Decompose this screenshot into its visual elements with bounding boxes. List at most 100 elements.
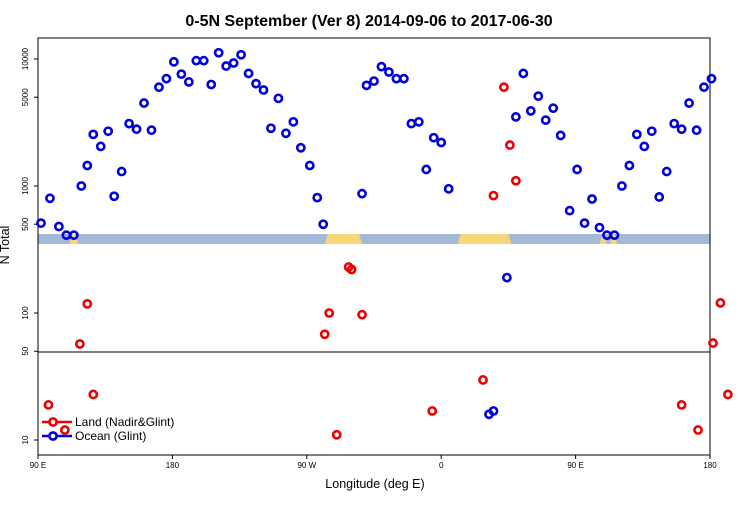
ocean-point [318,219,329,230]
ocean-point [198,55,209,66]
ocean-point [421,164,432,175]
land-point [427,406,438,416]
x-tick-label: 180 [166,461,180,470]
ocean-point [258,85,269,95]
y-tick-label: 500 [21,217,30,231]
ocean-point [266,123,276,134]
ocean-point [413,116,424,127]
legend-marker [48,431,58,441]
y-tick-label: 10 [21,435,30,444]
land-series [43,82,733,440]
ocean-point [669,118,680,129]
x-axis-label: Longitude (deg E) [325,477,424,491]
land-point [82,298,93,309]
ocean-point [161,73,172,84]
ocean-point [228,58,239,68]
ocean-point [304,160,315,171]
ocean-point [95,141,106,152]
x-tick-label: 180 [703,461,717,470]
ocean-point [124,118,134,129]
ocean-point [82,160,93,171]
ocean-point [540,115,551,126]
x-tick-label: 90 E [30,461,46,470]
ocean-point [154,82,164,93]
data-points [36,47,733,440]
ocean-point [295,142,306,153]
ocean-series [36,47,717,420]
ocean-point [587,194,597,204]
ocean-point [45,193,55,204]
y-tick-label: 5000 [21,88,30,106]
ocean-point [510,112,521,122]
ocean-point [221,61,232,71]
ocean-point [706,73,717,84]
plot-border [37,37,711,456]
ocean-point [398,73,409,84]
ocean-point [176,69,187,80]
ocean-point [288,116,299,127]
ocean-band-segment [38,234,710,244]
ocean-point [548,103,559,114]
ocean-point [654,192,665,202]
y-axis: 50 100 500 1000 5000 10000 10 [21,47,38,444]
ocean-point [676,124,687,135]
land-point [88,389,99,400]
y-tick-label: 100 [21,306,30,320]
ocean-point [312,192,323,203]
ocean-point [280,128,291,139]
land-point [357,309,367,320]
ocean-point [555,130,566,141]
y-axis-label: N Total [0,226,12,265]
ocean-point [609,230,620,241]
land-point [676,400,687,410]
ocean-point [357,188,367,199]
ocean-point [251,78,261,89]
ocean-point [146,125,157,136]
x-tick-label: 90 W [297,461,316,470]
land-point [504,140,515,150]
legend-marker [48,417,58,427]
ocean-point [384,67,394,77]
land-point [715,298,726,308]
land-point [708,338,718,348]
land-point [693,425,703,435]
ocean-point [103,126,114,137]
ocean-point [646,126,657,137]
ocean-point [572,164,582,175]
land-ocean-band [38,234,710,244]
y-tick-label: 10000 [21,47,30,70]
ocean-point [518,68,529,79]
ocean-point [406,118,417,129]
ocean-point [579,218,590,229]
ocean-point [116,166,127,177]
land-point [510,175,521,186]
chart-title: 0-5N September (Ver 8) 2014-09-06 to 201… [185,13,552,30]
land-point [346,264,357,275]
legend-label: Ocean (Glint) [75,429,146,443]
legend-label: Land (Nadir&Glint) [75,415,174,429]
ocean-point [639,141,650,152]
land-point [478,375,488,385]
land-point [331,429,342,440]
land-point [324,308,335,318]
land-point [499,82,509,93]
ocean-point [191,55,202,66]
x-tick-label: 90 E [567,461,583,470]
ocean-point [206,79,217,90]
ocean-point [436,137,447,148]
ocean-point [36,218,46,229]
ocean-point [488,406,499,416]
ocean-point [443,183,454,194]
ocean-point [564,205,575,216]
y-tick-label: 1000 [21,177,30,195]
ocean-point [624,160,635,171]
ocean-point [376,61,387,72]
ocean-point [243,68,254,79]
ocean-point [525,106,536,116]
ocean-point [533,91,544,102]
plot-frame [37,37,711,456]
ocean-point [76,181,87,191]
ocean-point [88,129,99,140]
land-point [59,425,70,435]
